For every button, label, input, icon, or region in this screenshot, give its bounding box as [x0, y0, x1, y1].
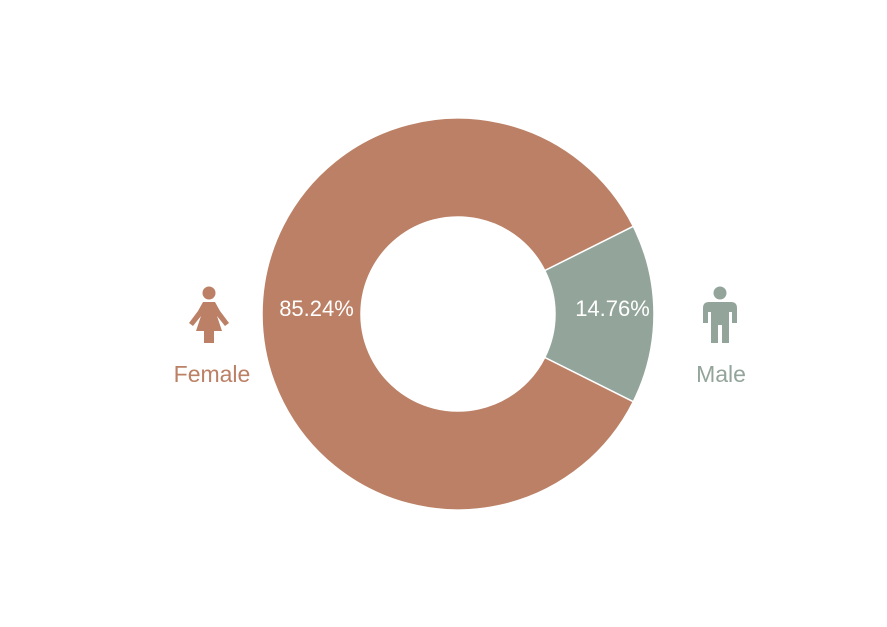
slice-label-female: 85.24%: [279, 296, 354, 321]
slice-label-male: 14.76%: [575, 296, 650, 321]
slice-female: [261, 117, 635, 511]
legend-female: Female: [174, 286, 251, 387]
legend-label-male: Male: [696, 361, 746, 387]
female-person-icon: [189, 286, 229, 343]
legend-label-female: Female: [174, 361, 251, 387]
slice-labels: 85.24% 14.76%: [279, 296, 650, 321]
slice-male: [543, 225, 655, 403]
male-person-icon: [703, 286, 737, 343]
donut-slices: [261, 117, 655, 511]
legend-male: Male: [696, 286, 746, 387]
